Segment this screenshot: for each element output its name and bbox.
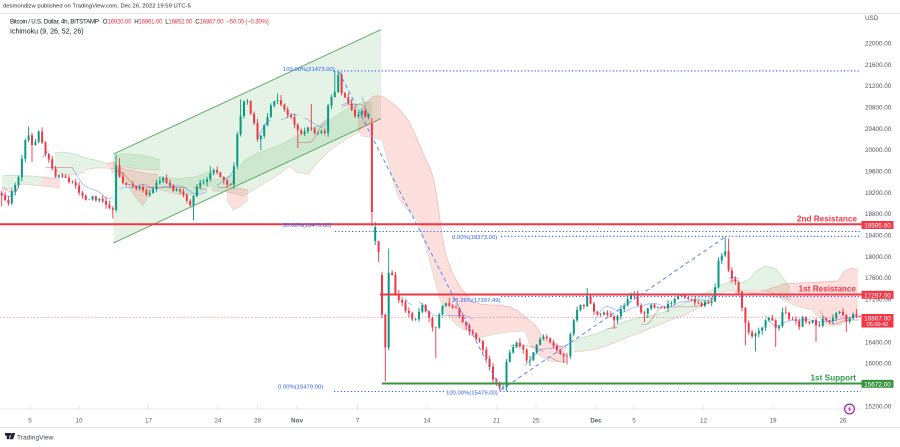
svg-text:21200.00: 21200.00: [865, 83, 892, 90]
svg-text:5: 5: [632, 418, 636, 425]
svg-text:18800.00: 18800.00: [865, 211, 892, 218]
svg-text:24: 24: [214, 418, 222, 425]
svg-text:21: 21: [493, 418, 501, 425]
svg-text:5: 5: [28, 418, 32, 425]
svg-text:100.00%(21473.00): 100.00%(21473.00): [283, 67, 335, 73]
svg-text:USD: USD: [865, 15, 879, 22]
svg-text:50.00%(18476.00): 50.00%(18476.00): [283, 223, 332, 229]
svg-text:Ichimoku (9, 26, 52, 26): Ichimoku (9, 26, 52, 26): [10, 29, 84, 36]
svg-text:7: 7: [356, 418, 360, 425]
svg-text:28: 28: [254, 418, 262, 425]
svg-text:17: 17: [145, 418, 153, 425]
svg-text:0.00%(18373.00): 0.00%(18373.00): [452, 235, 497, 241]
svg-text:10: 10: [75, 418, 83, 425]
svg-text:Dec: Dec: [590, 418, 602, 425]
svg-text:26: 26: [839, 418, 847, 425]
svg-text:18400.00: 18400.00: [865, 233, 892, 240]
svg-text:19: 19: [769, 418, 777, 425]
svg-text:14: 14: [423, 418, 431, 425]
svg-text:19200.00: 19200.00: [865, 190, 892, 197]
svg-text:12: 12: [700, 418, 708, 425]
svg-text:18000.00: 18000.00: [865, 254, 892, 261]
svg-text:25: 25: [532, 418, 540, 425]
svg-text:Nov: Nov: [291, 418, 303, 425]
svg-text:15672.00: 15672.00: [864, 381, 891, 388]
svg-text:26.26%(17297.49): 26.26%(17297.49): [452, 298, 501, 304]
svg-text:TradingView: TradingView: [17, 435, 54, 442]
svg-text:20000.00: 20000.00: [865, 147, 892, 154]
svg-text:22000.00: 22000.00: [865, 40, 892, 47]
svg-text:15200.00: 15200.00: [865, 403, 892, 410]
svg-text:16867.00: 16867.00: [864, 315, 891, 322]
svg-text:20800.00: 20800.00: [865, 105, 892, 112]
svg-text:0.00%(15479.00): 0.00%(15479.00): [278, 385, 323, 391]
svg-text:05:00:42: 05:00:42: [867, 322, 889, 328]
svg-text:Bitcoin / U.S. Dollar, 4h, BIT: Bitcoin / U.S. Dollar, 4h, BITSTAMP O1692…: [10, 19, 269, 26]
svg-text:17200.00: 17200.00: [865, 297, 892, 304]
svg-text:20400.00: 20400.00: [865, 126, 892, 133]
svg-text:1st Support: 1st Support: [811, 374, 857, 383]
svg-text:2nd Resistance: 2nd Resistance: [797, 215, 858, 224]
svg-text:21600.00: 21600.00: [865, 62, 892, 69]
svg-text:17297.00: 17297.00: [864, 292, 891, 299]
svg-text:16000.00: 16000.00: [865, 361, 892, 368]
svg-text:19600.00: 19600.00: [865, 169, 892, 176]
svg-text:16400.00: 16400.00: [865, 339, 892, 346]
svg-text:desmondlzw published on Tradin: desmondlzw published on TradingView.com,…: [3, 4, 192, 10]
svg-text:100.00%(15479.00): 100.00%(15479.00): [446, 390, 498, 396]
svg-text:18595.60: 18595.60: [864, 223, 891, 230]
svg-text:1st Resistance: 1st Resistance: [799, 285, 857, 294]
svg-text:17600.00: 17600.00: [865, 275, 892, 282]
